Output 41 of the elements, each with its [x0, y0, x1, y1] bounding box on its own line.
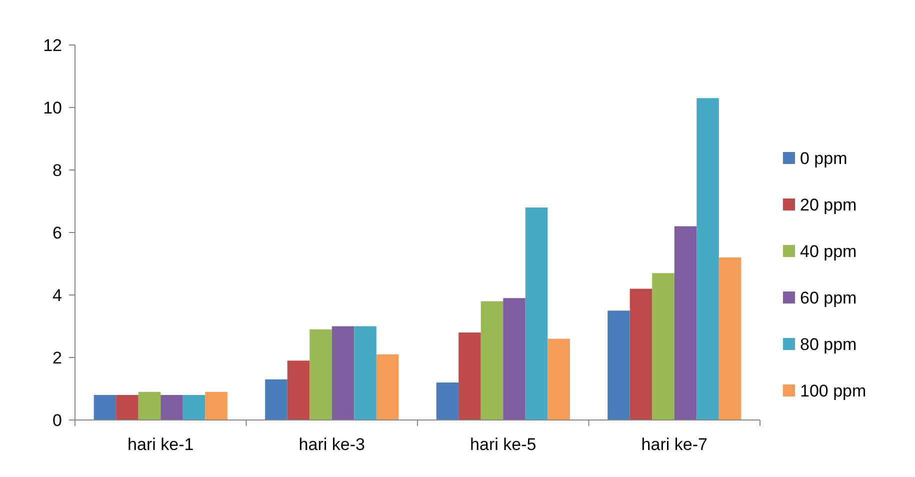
x-tick-label: hari ke-7: [641, 435, 708, 454]
bar: [608, 310, 630, 420]
legend-label: 20 ppm: [800, 195, 857, 214]
bar: [160, 395, 183, 420]
legend-label: 100 ppm: [800, 381, 866, 400]
y-tick-label: 0: [52, 410, 62, 430]
y-tick-label: 4: [52, 286, 62, 305]
bar: [205, 392, 228, 420]
legend-label: 80 ppm: [800, 334, 857, 354]
bar: [94, 395, 116, 420]
bar: [630, 288, 652, 420]
y-tick-label: 12: [43, 36, 62, 55]
legend-label: 60 ppm: [800, 288, 857, 308]
bar: [458, 332, 481, 420]
bar: [182, 395, 206, 420]
bar: [376, 354, 399, 420]
bar: [287, 360, 310, 420]
y-tick-label: 2: [52, 348, 62, 368]
bar: [696, 98, 719, 420]
bar: [116, 395, 138, 420]
bar: [548, 338, 570, 420]
bar: [503, 298, 526, 420]
bar: [436, 382, 459, 420]
bar: [332, 326, 354, 420]
y-tick-label: 8: [52, 160, 62, 180]
y-tick-label: 10: [43, 98, 62, 118]
bar: [480, 301, 504, 420]
bar: [525, 208, 548, 420]
bar: [674, 226, 697, 420]
bar: [138, 392, 161, 420]
bar: [718, 258, 742, 420]
x-tick-label: hari ke-3: [298, 435, 365, 454]
x-tick-label: hari ke-1: [128, 435, 194, 454]
bar: [354, 326, 376, 420]
legend-label: 40 ppm: [800, 242, 857, 261]
x-tick-label: hari ke-5: [470, 435, 536, 454]
y-tick-label: 6: [52, 223, 62, 242]
bar: [265, 379, 288, 420]
legend-label: 0 ppm: [800, 148, 848, 168]
bar: [652, 273, 674, 420]
bar: [310, 329, 332, 420]
